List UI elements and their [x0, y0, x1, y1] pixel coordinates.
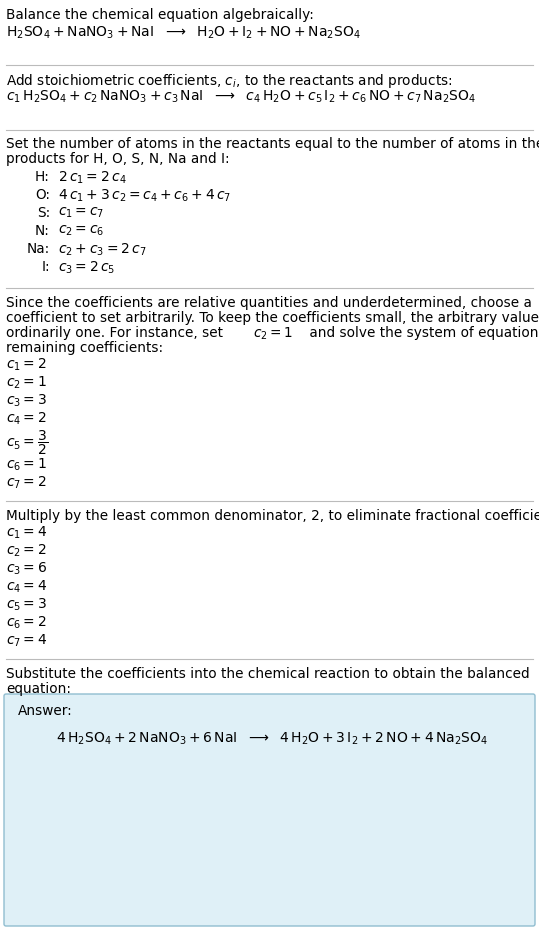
Text: remaining coefficients:: remaining coefficients:	[6, 341, 163, 355]
Text: $c_3 = 3$: $c_3 = 3$	[6, 393, 47, 409]
Text: $c_2 = 1$: $c_2 = 1$	[6, 375, 47, 391]
Text: $c_5 = 3$: $c_5 = 3$	[6, 597, 47, 613]
Text: I:: I:	[42, 260, 50, 274]
Text: Multiply by the least common denominator, 2, to eliminate fractional coefficient: Multiply by the least common denominator…	[6, 509, 539, 523]
Text: $c_5 = \dfrac{3}{2}$: $c_5 = \dfrac{3}{2}$	[6, 429, 48, 458]
Text: $c_2 = 2$: $c_2 = 2$	[6, 543, 46, 559]
Text: Na:: Na:	[27, 242, 50, 256]
Text: ordinarily one. For instance, set: ordinarily one. For instance, set	[6, 326, 227, 340]
Text: and solve the system of equations for the: and solve the system of equations for th…	[305, 326, 539, 340]
Text: $\mathrm{H_2SO_4 + NaNO_3 + NaI}$  $\longrightarrow$  $\mathrm{H_2O + I_2 + NO +: $\mathrm{H_2SO_4 + NaNO_3 + NaI}$ $\long…	[6, 25, 361, 41]
Text: $2\,c_1 = 2\,c_4$: $2\,c_1 = 2\,c_4$	[58, 170, 127, 186]
Text: $c_1 = c_7$: $c_1 = c_7$	[58, 206, 104, 220]
Text: $c_3 = 2\,c_5$: $c_3 = 2\,c_5$	[58, 260, 115, 277]
Text: $c_6 = 1$: $c_6 = 1$	[6, 457, 47, 473]
Text: Since the coefficients are relative quantities and underdetermined, choose a: Since the coefficients are relative quan…	[6, 296, 532, 310]
FancyBboxPatch shape	[4, 694, 535, 926]
Text: $4\,c_1 + 3\,c_2 = c_4 + c_6 + 4\,c_7$: $4\,c_1 + 3\,c_2 = c_4 + c_6 + 4\,c_7$	[58, 188, 231, 204]
Text: $c_6 = 2$: $c_6 = 2$	[6, 615, 46, 631]
Text: N:: N:	[35, 224, 50, 238]
Text: $4\,\mathrm{H_2SO_4} + 2\,\mathrm{NaNO_3} + 6\,\mathrm{NaI}$  $\longrightarrow$ : $4\,\mathrm{H_2SO_4} + 2\,\mathrm{NaNO_3…	[56, 731, 488, 747]
Text: H:: H:	[35, 170, 50, 184]
Text: products for H, O, S, N, Na and I:: products for H, O, S, N, Na and I:	[6, 152, 230, 166]
Text: S:: S:	[37, 206, 50, 220]
Text: $c_1\,\mathrm{H_2SO_4} + c_2\,\mathrm{NaNO_3} + c_3\,\mathrm{NaI}$  $\longrighta: $c_1\,\mathrm{H_2SO_4} + c_2\,\mathrm{Na…	[6, 89, 476, 105]
Text: $c_1 = 4$: $c_1 = 4$	[6, 525, 47, 541]
Text: Answer:: Answer:	[18, 704, 73, 718]
Text: $c_4 = 4$: $c_4 = 4$	[6, 579, 47, 596]
Text: Balance the chemical equation algebraically:: Balance the chemical equation algebraica…	[6, 8, 314, 22]
Text: $c_2 + c_3 = 2\,c_7$: $c_2 + c_3 = 2\,c_7$	[58, 242, 147, 258]
Text: $c_7 = 4$: $c_7 = 4$	[6, 633, 47, 650]
Text: $c_2 = c_6$: $c_2 = c_6$	[58, 224, 105, 239]
Text: equation:: equation:	[6, 682, 71, 696]
Text: $c_4 = 2$: $c_4 = 2$	[6, 411, 46, 428]
Text: $c_1 = 2$: $c_1 = 2$	[6, 357, 46, 374]
Text: $c_3 = 6$: $c_3 = 6$	[6, 561, 47, 578]
Text: $c_7 = 2$: $c_7 = 2$	[6, 475, 46, 491]
Text: coefficient to set arbitrarily. To keep the coefficients small, the arbitrary va: coefficient to set arbitrarily. To keep …	[6, 311, 539, 325]
Text: Set the number of atoms in the reactants equal to the number of atoms in the: Set the number of atoms in the reactants…	[6, 137, 539, 151]
Text: Add stoichiometric coefficients, $c_i$, to the reactants and products:: Add stoichiometric coefficients, $c_i$, …	[6, 72, 453, 90]
Text: $c_2 = 1$: $c_2 = 1$	[253, 326, 293, 342]
Text: O:: O:	[35, 188, 50, 202]
Text: Substitute the coefficients into the chemical reaction to obtain the balanced: Substitute the coefficients into the che…	[6, 667, 530, 681]
